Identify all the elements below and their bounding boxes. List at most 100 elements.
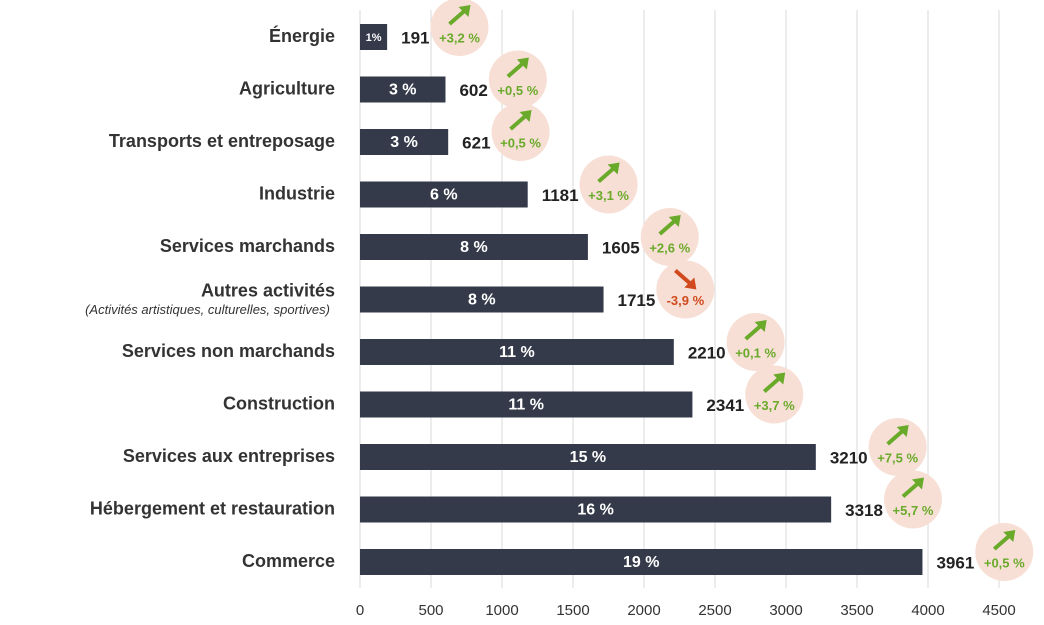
change-bubble <box>868 418 927 476</box>
category-label: Services non marchands <box>122 341 335 361</box>
value-label: 3210 <box>830 448 868 467</box>
category-label: Construction <box>223 393 335 413</box>
change-arrow <box>674 268 693 287</box>
category-label: Commerce <box>242 551 335 571</box>
value-label: 3318 <box>845 501 883 520</box>
change-arrowhead <box>607 162 620 175</box>
x-tick-label: 500 <box>418 602 443 619</box>
share-label: 1% <box>366 32 382 44</box>
change-arrowhead <box>754 320 767 332</box>
change-arrowhead <box>773 372 786 385</box>
value-label: 2210 <box>688 343 726 362</box>
change-arrow <box>762 375 782 394</box>
value-label: 1181 <box>542 186 579 205</box>
value-label: 1715 <box>618 291 656 310</box>
value-label: 191 <box>401 28 429 47</box>
share-label: 11 % <box>508 397 544 414</box>
change-arrowhead <box>516 57 529 70</box>
change-bubble <box>488 50 547 109</box>
change-label: +3,2 % <box>439 30 480 45</box>
x-tick-label: 4500 <box>982 602 1015 619</box>
category-label: Agriculture <box>239 78 335 98</box>
x-tick-label: 1000 <box>485 602 518 619</box>
change-label: +0,1 % <box>735 345 776 360</box>
change-label: +0,5 % <box>500 135 541 150</box>
change-bubble <box>640 208 699 266</box>
change-arrowhead <box>668 215 681 227</box>
category-label: Services aux entreprises <box>123 446 335 466</box>
category-label: Services marchands <box>160 236 335 256</box>
bar <box>360 129 449 155</box>
change-arrowhead <box>911 477 924 490</box>
share-label: 15 % <box>570 449 606 466</box>
change-bubble <box>491 103 550 161</box>
change-arrow <box>886 428 905 446</box>
bar <box>360 339 674 365</box>
value-label: 3961 <box>936 553 974 572</box>
bar <box>360 76 446 103</box>
x-tick-label: 1500 <box>556 602 589 619</box>
share-label: 8 % <box>468 292 496 309</box>
share-label: 3 % <box>390 134 418 151</box>
change-arrow <box>992 533 1012 551</box>
value-label: 1605 <box>602 238 640 257</box>
change-arrowhead <box>519 110 532 122</box>
bar <box>360 181 528 208</box>
share-label: 3 % <box>389 82 417 99</box>
change-label: +0,5 % <box>984 555 1025 570</box>
bar <box>360 234 588 260</box>
x-tick-label: 3000 <box>769 602 802 619</box>
share-label: 16 % <box>577 502 613 519</box>
change-arrow <box>448 8 467 26</box>
change-label: -3,9 % <box>667 293 705 308</box>
change-arrow <box>597 165 616 184</box>
bar <box>360 286 604 313</box>
change-label: +0,5 % <box>497 83 538 98</box>
bar <box>360 549 923 575</box>
change-bubble <box>579 155 638 214</box>
x-tick-label: 0 <box>356 602 364 619</box>
share-label: 6 % <box>430 187 458 204</box>
change-arrowhead <box>1003 530 1016 542</box>
share-label: 11 % <box>499 344 535 361</box>
change-label: +2,6 % <box>649 240 690 255</box>
change-bubble <box>883 470 942 529</box>
x-tick-label: 4000 <box>911 602 944 619</box>
change-arrow <box>506 60 526 79</box>
change-label: +3,1 % <box>588 188 629 203</box>
change-arrow <box>658 218 678 236</box>
x-tick-label: 3500 <box>840 602 873 619</box>
x-tick-label: 2500 <box>698 602 731 619</box>
change-arrow <box>744 323 763 341</box>
value-label: 602 <box>459 81 487 100</box>
change-bubble <box>726 313 785 371</box>
category-label: Industrie <box>259 183 335 203</box>
value-label: 621 <box>462 133 490 152</box>
change-arrow <box>509 113 528 131</box>
bar <box>360 444 816 470</box>
change-label: +3,7 % <box>754 398 795 413</box>
category-note: (Activités artistiques, culturelles, spo… <box>85 302 330 317</box>
change-label: +7,5 % <box>877 450 918 465</box>
change-arrowhead <box>896 425 909 437</box>
category-label: Autres activités <box>201 280 335 300</box>
share-label: 8 % <box>460 239 488 256</box>
change-label: +5,7 % <box>893 503 934 518</box>
value-label: 2341 <box>706 396 744 415</box>
x-tick-label: 2000 <box>627 602 660 619</box>
change-arrowhead <box>458 5 471 17</box>
change-bubble <box>430 0 489 56</box>
change-arrow <box>901 480 921 499</box>
category-label: Énergie <box>269 25 335 46</box>
share-label: 19 % <box>623 554 659 571</box>
bar <box>360 496 832 523</box>
change-bubble <box>745 365 804 424</box>
category-label: Hébergement et restauration <box>90 498 335 518</box>
change-bubble <box>656 260 715 319</box>
bar <box>360 391 693 418</box>
change-bubble <box>975 523 1034 581</box>
bar <box>360 24 388 50</box>
category-label: Transports et entreposage <box>109 131 335 151</box>
change-arrowhead <box>684 277 697 290</box>
